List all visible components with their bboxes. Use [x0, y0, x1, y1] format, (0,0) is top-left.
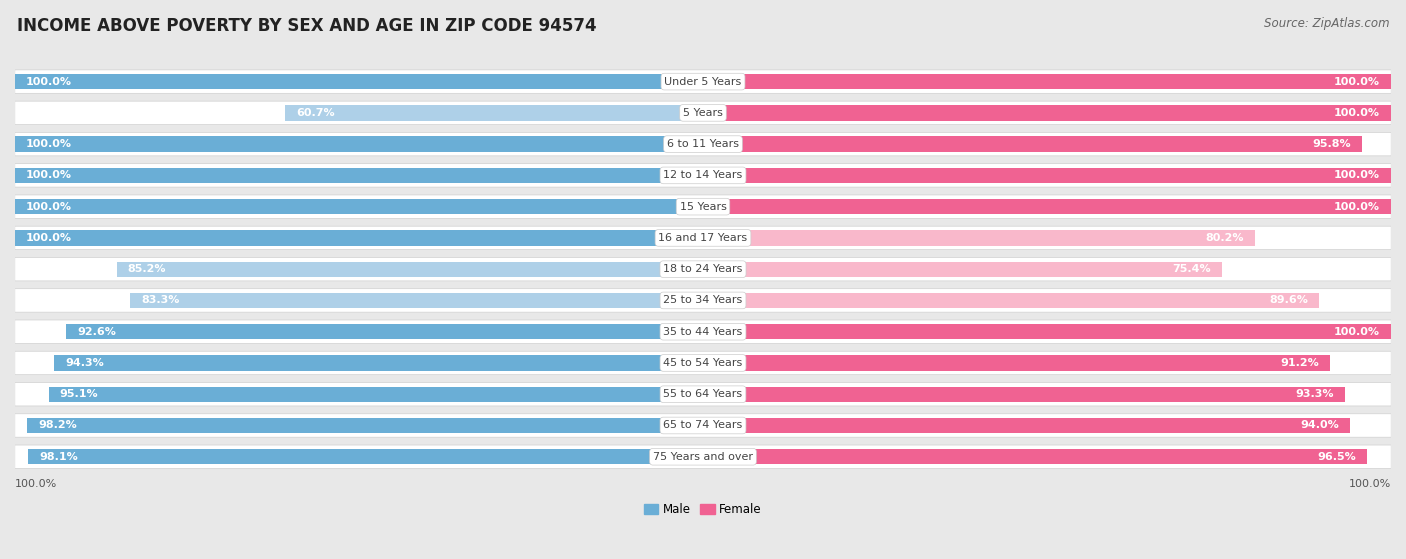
Text: 80.2%: 80.2% [1205, 233, 1244, 243]
Text: 75.4%: 75.4% [1173, 264, 1211, 274]
Bar [15, 199, 703, 214]
Bar [285, 105, 703, 121]
Text: 100.0%: 100.0% [25, 170, 72, 181]
Text: 95.1%: 95.1% [59, 389, 98, 399]
Bar [117, 262, 703, 277]
Bar [27, 418, 703, 433]
Bar [15, 136, 703, 152]
Bar [15, 74, 703, 89]
Bar [55, 356, 703, 371]
Bar [703, 449, 1367, 465]
Text: 96.5%: 96.5% [1317, 452, 1355, 462]
FancyBboxPatch shape [15, 70, 1391, 93]
Bar [703, 136, 1362, 152]
FancyBboxPatch shape [15, 164, 1391, 187]
Bar [703, 418, 1350, 433]
Text: 83.3%: 83.3% [141, 296, 180, 305]
Bar [703, 293, 1319, 308]
Text: 92.6%: 92.6% [77, 326, 115, 337]
FancyBboxPatch shape [15, 101, 1391, 125]
Text: 35 to 44 Years: 35 to 44 Years [664, 326, 742, 337]
Text: 12 to 14 Years: 12 to 14 Years [664, 170, 742, 181]
FancyBboxPatch shape [15, 226, 1391, 250]
FancyBboxPatch shape [15, 351, 1391, 375]
Text: 85.2%: 85.2% [128, 264, 166, 274]
Text: 94.0%: 94.0% [1301, 420, 1339, 430]
FancyBboxPatch shape [15, 382, 1391, 406]
Text: 100.0%: 100.0% [15, 479, 58, 489]
Bar [703, 262, 1222, 277]
Bar [703, 74, 1391, 89]
Text: 93.3%: 93.3% [1295, 389, 1334, 399]
Text: 98.2%: 98.2% [38, 420, 77, 430]
Bar [28, 449, 703, 465]
Text: 100.0%: 100.0% [1334, 170, 1381, 181]
FancyBboxPatch shape [15, 288, 1391, 312]
FancyBboxPatch shape [15, 132, 1391, 156]
Bar [66, 324, 703, 339]
Text: 100.0%: 100.0% [25, 139, 72, 149]
Bar [703, 324, 1391, 339]
Text: 55 to 64 Years: 55 to 64 Years [664, 389, 742, 399]
Text: Source: ZipAtlas.com: Source: ZipAtlas.com [1264, 17, 1389, 30]
Bar [15, 230, 703, 245]
Text: 65 to 74 Years: 65 to 74 Years [664, 420, 742, 430]
FancyBboxPatch shape [15, 320, 1391, 343]
Text: 100.0%: 100.0% [1334, 108, 1381, 118]
Text: 100.0%: 100.0% [25, 77, 72, 87]
Text: 25 to 34 Years: 25 to 34 Years [664, 296, 742, 305]
Text: 89.6%: 89.6% [1270, 296, 1309, 305]
Text: 98.1%: 98.1% [39, 452, 77, 462]
Text: 6 to 11 Years: 6 to 11 Years [666, 139, 740, 149]
Bar [703, 230, 1254, 245]
FancyBboxPatch shape [15, 258, 1391, 281]
Text: 18 to 24 Years: 18 to 24 Years [664, 264, 742, 274]
Text: 100.0%: 100.0% [1334, 202, 1381, 212]
Text: 16 and 17 Years: 16 and 17 Years [658, 233, 748, 243]
Bar [703, 199, 1391, 214]
FancyBboxPatch shape [15, 445, 1391, 468]
FancyBboxPatch shape [15, 414, 1391, 437]
Bar [703, 168, 1391, 183]
Text: 100.0%: 100.0% [1334, 326, 1381, 337]
Text: Under 5 Years: Under 5 Years [665, 77, 741, 87]
FancyBboxPatch shape [15, 195, 1391, 219]
Text: 100.0%: 100.0% [25, 233, 72, 243]
Text: 15 Years: 15 Years [679, 202, 727, 212]
Text: 45 to 54 Years: 45 to 54 Years [664, 358, 742, 368]
Text: 100.0%: 100.0% [1334, 77, 1381, 87]
Bar [703, 387, 1346, 402]
Text: 91.2%: 91.2% [1281, 358, 1319, 368]
Legend: Male, Female: Male, Female [640, 498, 766, 520]
Text: 5 Years: 5 Years [683, 108, 723, 118]
Bar [703, 356, 1330, 371]
Text: 94.3%: 94.3% [65, 358, 104, 368]
Text: 100.0%: 100.0% [1348, 479, 1391, 489]
Text: 75 Years and over: 75 Years and over [652, 452, 754, 462]
Bar [703, 105, 1391, 121]
Text: 95.8%: 95.8% [1312, 139, 1351, 149]
Text: 60.7%: 60.7% [297, 108, 335, 118]
Bar [15, 168, 703, 183]
Text: 100.0%: 100.0% [25, 202, 72, 212]
Bar [49, 387, 703, 402]
Bar [129, 293, 703, 308]
Text: INCOME ABOVE POVERTY BY SEX AND AGE IN ZIP CODE 94574: INCOME ABOVE POVERTY BY SEX AND AGE IN Z… [17, 17, 596, 35]
